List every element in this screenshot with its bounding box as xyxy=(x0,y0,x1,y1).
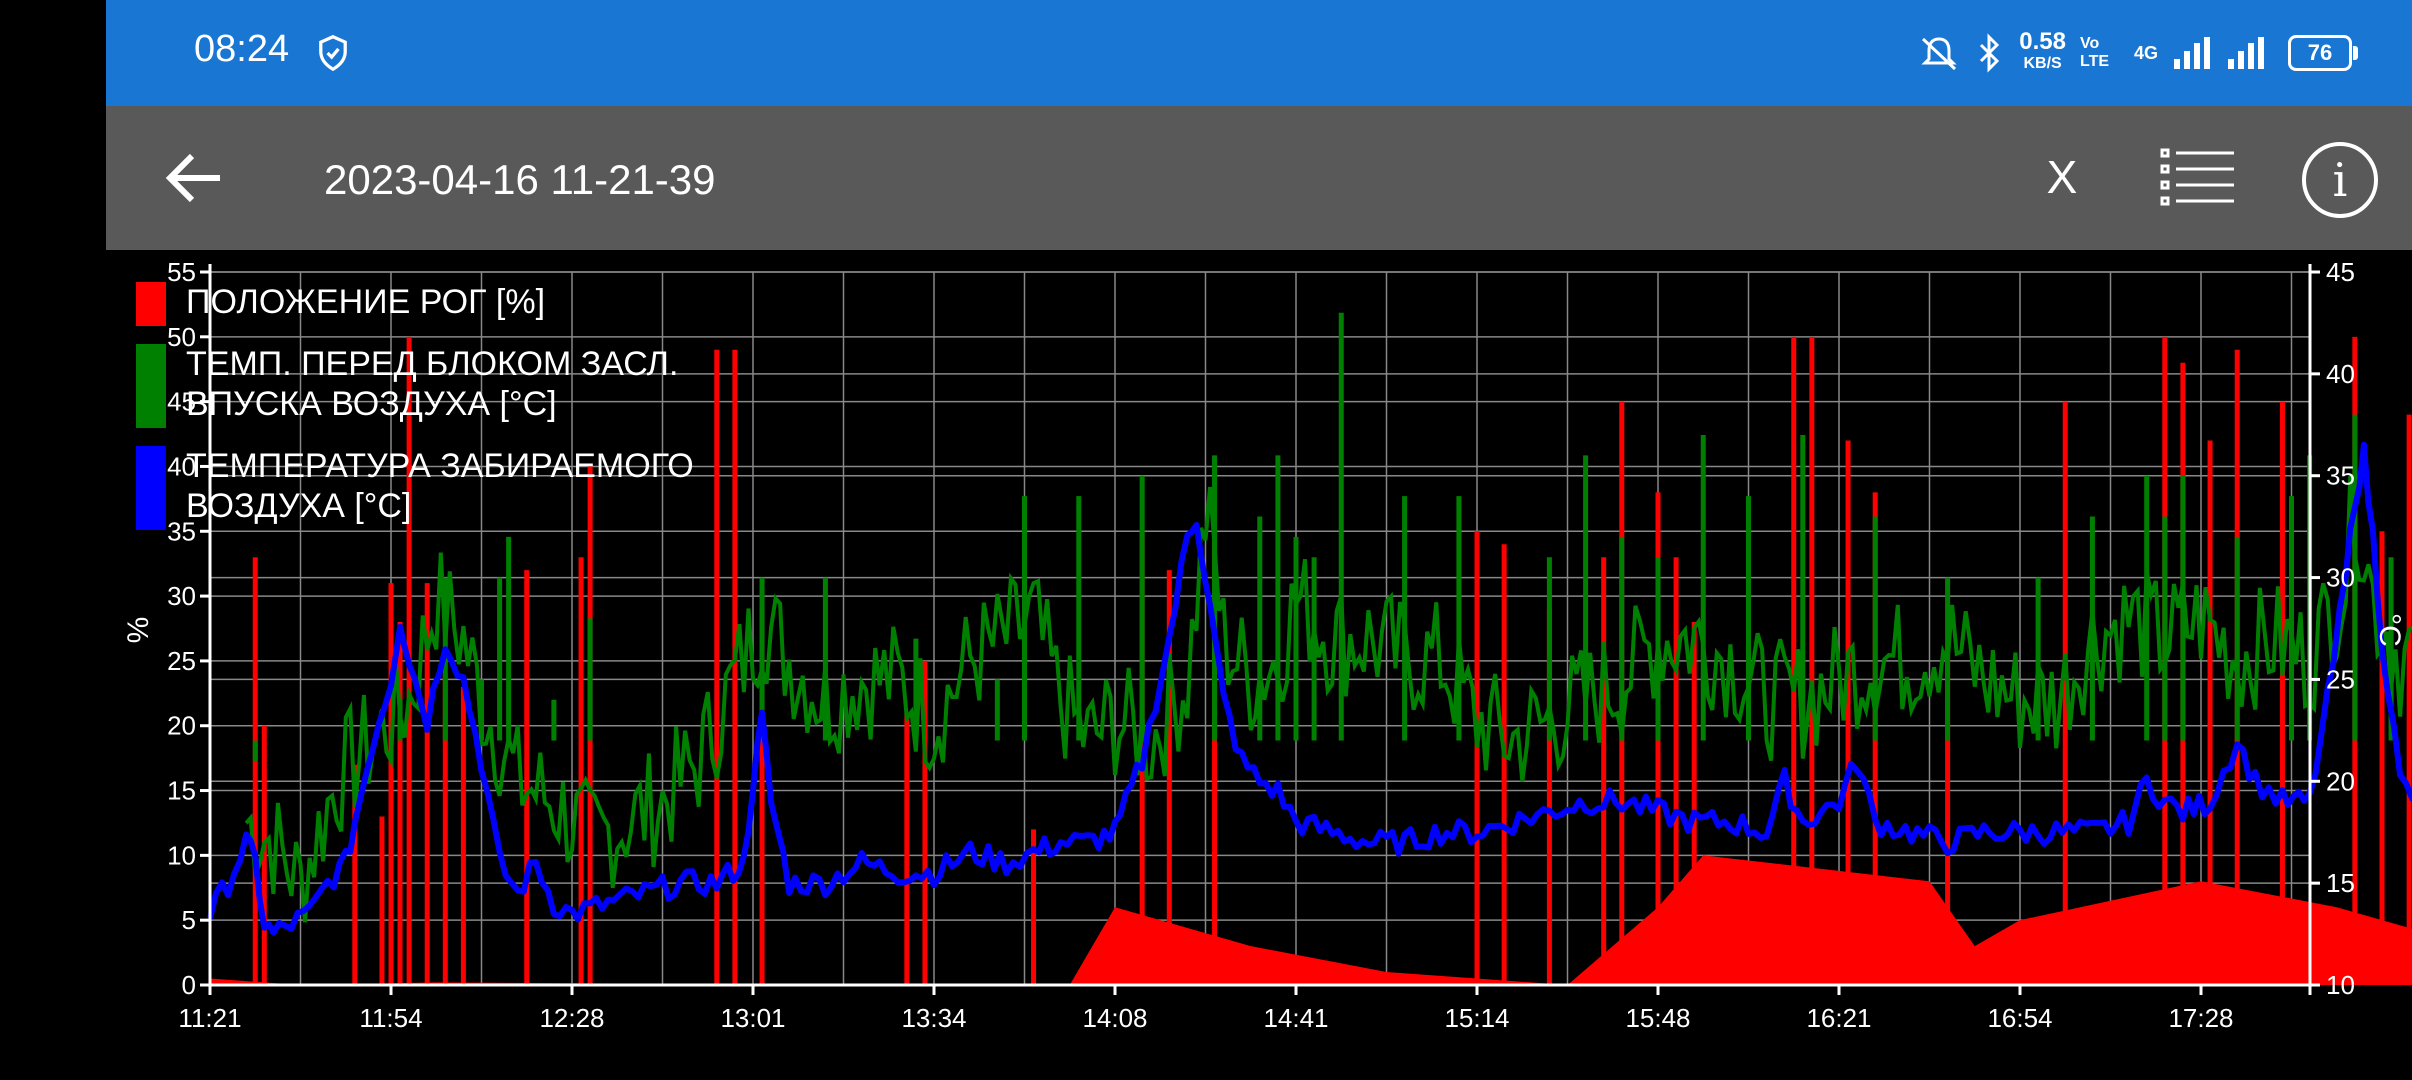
signal-icon-2 xyxy=(2228,37,2264,69)
left-tick-label: 20 xyxy=(167,711,196,741)
series-position-baseline xyxy=(210,855,2412,985)
info-icon: i xyxy=(2332,153,2348,207)
status-time: 08:24 xyxy=(194,28,290,70)
legend-item: ПОЛОЖЕНИЕ РОГ [%] xyxy=(136,282,716,326)
network-speed-unit: KB/S xyxy=(2023,55,2062,72)
legend-label: ТЕМПЕРАТУРА ЗАБИРАЕМОГО ВОЗДУХА [°C] xyxy=(186,447,694,525)
legend-label: ПОЛОЖЕНИЕ РОГ [%] xyxy=(186,283,546,321)
chart-legend: ПОЛОЖЕНИЕ РОГ [%] ТЕМП. ПЕРЕД БЛОКОМ ЗАСЛ… xyxy=(136,282,716,548)
right-tick-label: 45 xyxy=(2326,257,2355,287)
x-tick-label: 14:41 xyxy=(1263,1003,1328,1033)
legend-swatch xyxy=(136,282,166,326)
left-tick-label: 30 xyxy=(167,581,196,611)
list-icon[interactable] xyxy=(2160,146,2236,210)
y-right-axis-label: °C xyxy=(2373,613,2406,647)
legend-label: ТЕМП. ПЕРЕД БЛОКОМ ЗАСЛ. ВПУСКА ВОЗДУХА … xyxy=(186,345,679,423)
page-title: 2023-04-16 11-21-39 xyxy=(324,156,716,203)
x-tick-label: 15:48 xyxy=(1625,1003,1690,1033)
right-tick-label: 35 xyxy=(2326,461,2355,491)
left-tick-label: 5 xyxy=(182,905,196,935)
right-tick-label: 15 xyxy=(2326,868,2355,898)
network-type: 4G xyxy=(2133,42,2158,63)
series-intake-temp-line xyxy=(244,475,2412,923)
x-tick-label: 11:21 xyxy=(178,1003,241,1033)
status-icons: 0.58 KB/S Vo LTE 4G 76 xyxy=(1917,26,2358,80)
volte-indicator: Vo LTE xyxy=(2079,35,2110,70)
x-tick-label: 11:54 xyxy=(359,1003,422,1033)
x-tick-label: 14:08 xyxy=(1082,1003,1147,1033)
y-left-axis-label: % xyxy=(122,617,155,644)
right-tick-label: 10 xyxy=(2326,970,2355,1000)
left-tick-label: 15 xyxy=(167,776,196,806)
status-bar: 08:24 0.58 KB/S Vo LTE 4G 76 xyxy=(106,0,2412,106)
legend-item: ТЕМП. ПЕРЕД БЛОКОМ ЗАСЛ. ВПУСКА ВОЗДУХА … xyxy=(136,344,716,428)
bluetooth-icon xyxy=(1980,33,2000,73)
network-speed: 0.58 KB/S xyxy=(2019,28,2066,75)
left-tick-label: 45 xyxy=(167,387,196,417)
left-tick-label: 55 xyxy=(167,257,196,287)
chart: 0 5 10 15 20 25 30 35 40 45 50 55 10 15 20 25 30 35 40 45 11… xyxy=(122,257,2412,1033)
x-tick-label: 13:34 xyxy=(901,1003,966,1033)
x-tick-label: 13:01 xyxy=(720,1003,785,1033)
x-tick-label: 15:14 xyxy=(1444,1003,1509,1033)
legend-item: ТЕМПЕРАТУРА ЗАБИРАЕМОГО ВОЗДУХА [°C] xyxy=(136,446,716,530)
legend-swatch xyxy=(136,344,166,428)
right-tick-label: 25 xyxy=(2326,664,2355,694)
series-intake-air-temp xyxy=(207,441,2412,936)
left-tick-label: 0 xyxy=(182,970,196,1000)
x-tick-label: 12:28 xyxy=(539,1003,604,1033)
signal-icon xyxy=(2174,37,2210,69)
right-tick-label: 30 xyxy=(2326,563,2355,593)
left-tick-label: 35 xyxy=(167,516,196,546)
left-tick-label: 40 xyxy=(167,451,196,481)
toolbar: 2023-04-16 11-21-39 X i xyxy=(106,106,2412,250)
x-tick-label: 16:54 xyxy=(1987,1003,2052,1033)
back-arrow-icon[interactable] xyxy=(162,148,226,208)
right-tick-label: 40 xyxy=(2326,359,2355,389)
left-tick-label: 50 xyxy=(167,322,196,352)
legend-swatch xyxy=(136,446,166,530)
right-tick-label: 20 xyxy=(2326,766,2355,796)
x-tick-label: 17:28 xyxy=(2168,1003,2233,1033)
battery-indicator: 76 xyxy=(2288,35,2358,71)
x-tick-label: 16:21 xyxy=(1806,1003,1871,1033)
shield-check-icon xyxy=(319,34,347,72)
series-intake-air-temp-line xyxy=(207,441,2412,936)
network-speed-value: 0.58 xyxy=(2019,28,2066,55)
info-button[interactable]: i xyxy=(2302,142,2378,218)
muted-bell-icon xyxy=(1921,37,1957,71)
left-tick-label: 25 xyxy=(167,646,196,676)
close-button[interactable]: X xyxy=(2046,151,2078,203)
left-tick-label: 10 xyxy=(167,840,196,870)
